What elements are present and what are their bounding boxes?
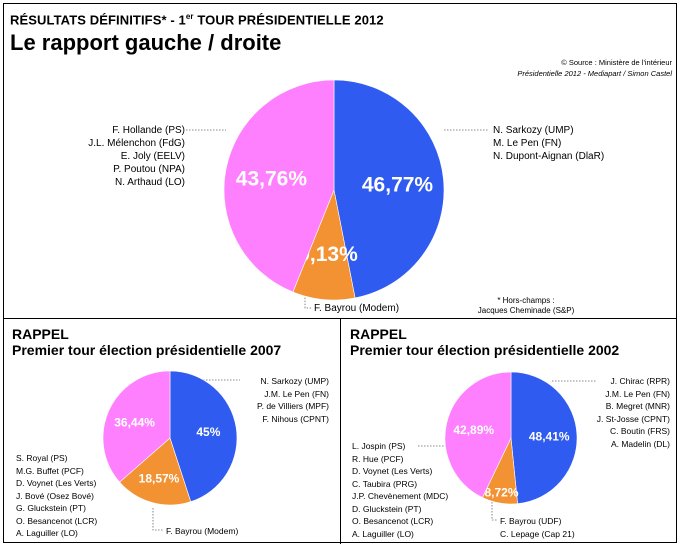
source-credit: © Source : Ministère de l'intérieur	[561, 58, 672, 67]
pie-value-label: 8,72%	[484, 485, 518, 499]
pie-slice-gauche	[102, 370, 171, 483]
candidate-name: N. Sarkozy (UMP)	[260, 376, 329, 386]
section-title-2002: RAPPEL Premier tour élection présidentie…	[350, 326, 620, 358]
candidate-name: N. Sarkozy (UMP)	[493, 125, 574, 136]
candidate-name: R. Hue (PCF)	[352, 453, 404, 464]
pie-value-label: 42,89%	[453, 423, 494, 437]
candidate-name: J.P. Chevènement (MDC)	[352, 491, 449, 501]
candidate-name: F. Hollande (PS)	[112, 125, 185, 136]
candidate-name: P. Poutou (NPA)	[113, 164, 185, 175]
pie-value-label: 48,41%	[529, 429, 570, 443]
candidate-name: D. Voynet (Les Verts)	[16, 478, 97, 488]
candidate-name: C. Lepage (Cap 21)	[500, 528, 575, 539]
candidate-name: J. Bové (Osez Bové)	[16, 490, 94, 501]
candidate-name: A. Laguiller (LO)	[352, 528, 414, 539]
right-candidates-2002: J. Chirac (RPR) J.M. Le Pen (FN) B. Megr…	[597, 375, 670, 450]
right-candidates-2007: N. Sarkozy (UMP) J.M. Le Pen (FN) P. de …	[257, 375, 329, 425]
candidate-name: J. Chirac (RPR)	[610, 376, 670, 386]
candidate-name: P. de Villiers (MPF)	[257, 401, 329, 411]
pie-slice-gauche	[223, 79, 335, 293]
connector-line	[491, 502, 498, 521]
candidate-name: A. Madelin (DL)	[610, 438, 670, 449]
pie-value-label: 36,44%	[114, 415, 155, 429]
center-candidates-2007: F. Bayrou (Modem)	[166, 525, 238, 538]
center-candidates-2002: F. Bayrou (UDF) C. Lepage (Cap 21)	[500, 515, 575, 540]
pie-chart-2002: 48,41% 8,72% 42,89%	[444, 371, 578, 505]
pie-chart-2007: 45% 18,57% 36,44%	[102, 370, 238, 506]
candidate-name: S. Royal (PS)	[16, 453, 68, 463]
candidate-name: D. Voynet (Les Verts)	[352, 466, 433, 476]
candidate-name: C. Taubira (PRG)	[352, 478, 418, 489]
candidate-name: A. Laguiller (LO)	[16, 528, 78, 538]
connector-line	[152, 508, 163, 531]
pie-slice-gauche	[444, 371, 512, 498]
candidate-name: C. Boutin (FRS)	[610, 426, 670, 436]
candidate-name: J.M. Le Pen (FN)	[605, 388, 670, 399]
pie-chart-2012: 46,77% 9,13% 43,76%	[223, 79, 445, 301]
candidate-name: N. Dupont-Aignan (DlaR)	[493, 151, 605, 162]
candidate-name: E. Joly (EELV)	[120, 151, 185, 162]
candidate-name: F. Bayrou (UDF)	[500, 516, 562, 526]
candidate-name: F. Bayrou (Modem)	[166, 526, 239, 536]
candidate-name: F. Nihous (CPNT)	[262, 413, 329, 424]
left-candidates-2012: F. Hollande (PS) J.L. Mélenchon (FdG) E.…	[88, 124, 185, 189]
pie-value-label: 46,77%	[362, 173, 434, 196]
pie-value-label: 45%	[196, 425, 220, 439]
candidate-name: M.G. Buffet (PCF)	[16, 465, 84, 476]
candidate-name: L. Jospin (PS)	[352, 441, 406, 451]
left-candidates-2007: S. Royal (PS) M.G. Buffet (PCF) D. Voyne…	[16, 452, 97, 540]
right-candidates-2012: N. Sarkozy (UMP) M. Le Pen (FN) N. Dupon…	[493, 124, 604, 163]
pie-value-label: 18,57%	[139, 471, 180, 485]
results-title: RÉSULTATS DÉFINITIFS* - 1er TOUR PRÉSIDE…	[10, 12, 384, 28]
section-title-2007: RAPPEL Premier tour élection présidentie…	[12, 326, 282, 358]
candidate-name: J.L. Mélenchon (FdG)	[88, 138, 185, 149]
source-publication: Présidentielle 2012 - Mediapart / Simon …	[517, 69, 672, 78]
column-divider	[340, 318, 341, 544]
pie-value-label: 43,76%	[236, 167, 308, 190]
pie-value-label: 9,13%	[298, 243, 358, 266]
candidate-name: N. Arthaud (LO)	[114, 177, 185, 188]
left-candidates-2002: L. Jospin (PS) R. Hue (PCF) D. Voynet (L…	[352, 440, 448, 540]
page-title: Le rapport gauche / droite	[10, 30, 282, 55]
pie-slice-droite	[510, 371, 578, 504]
pie-slice-centre	[119, 437, 192, 506]
pie-slice-droite	[169, 370, 238, 503]
candidate-name: J.M. Le Pen (FN)	[264, 388, 329, 399]
candidate-name: O. Besancenot (LCR)	[352, 516, 434, 526]
candidate-name: B. Megret (MNR)	[605, 401, 670, 411]
candidate-name: O. Besancenot (LCR)	[16, 515, 98, 526]
footnote: * Hors-champs : Jacques Cheminade (S&P)	[477, 296, 575, 315]
pie-slice-droite	[333, 79, 445, 299]
candidate-name: J. St-Josse (CPNT)	[596, 413, 670, 424]
candidate-name: D. Gluckstein (PT)	[352, 503, 422, 514]
candidate-name: M. Le Pen (FN)	[493, 138, 562, 149]
candidate-name: F. Bayrou (Modem)	[314, 303, 400, 314]
center-candidates-2012: F. Bayrou (Modem)	[314, 302, 399, 315]
candidate-name: G. Gluckstein (PT)	[16, 503, 86, 513]
